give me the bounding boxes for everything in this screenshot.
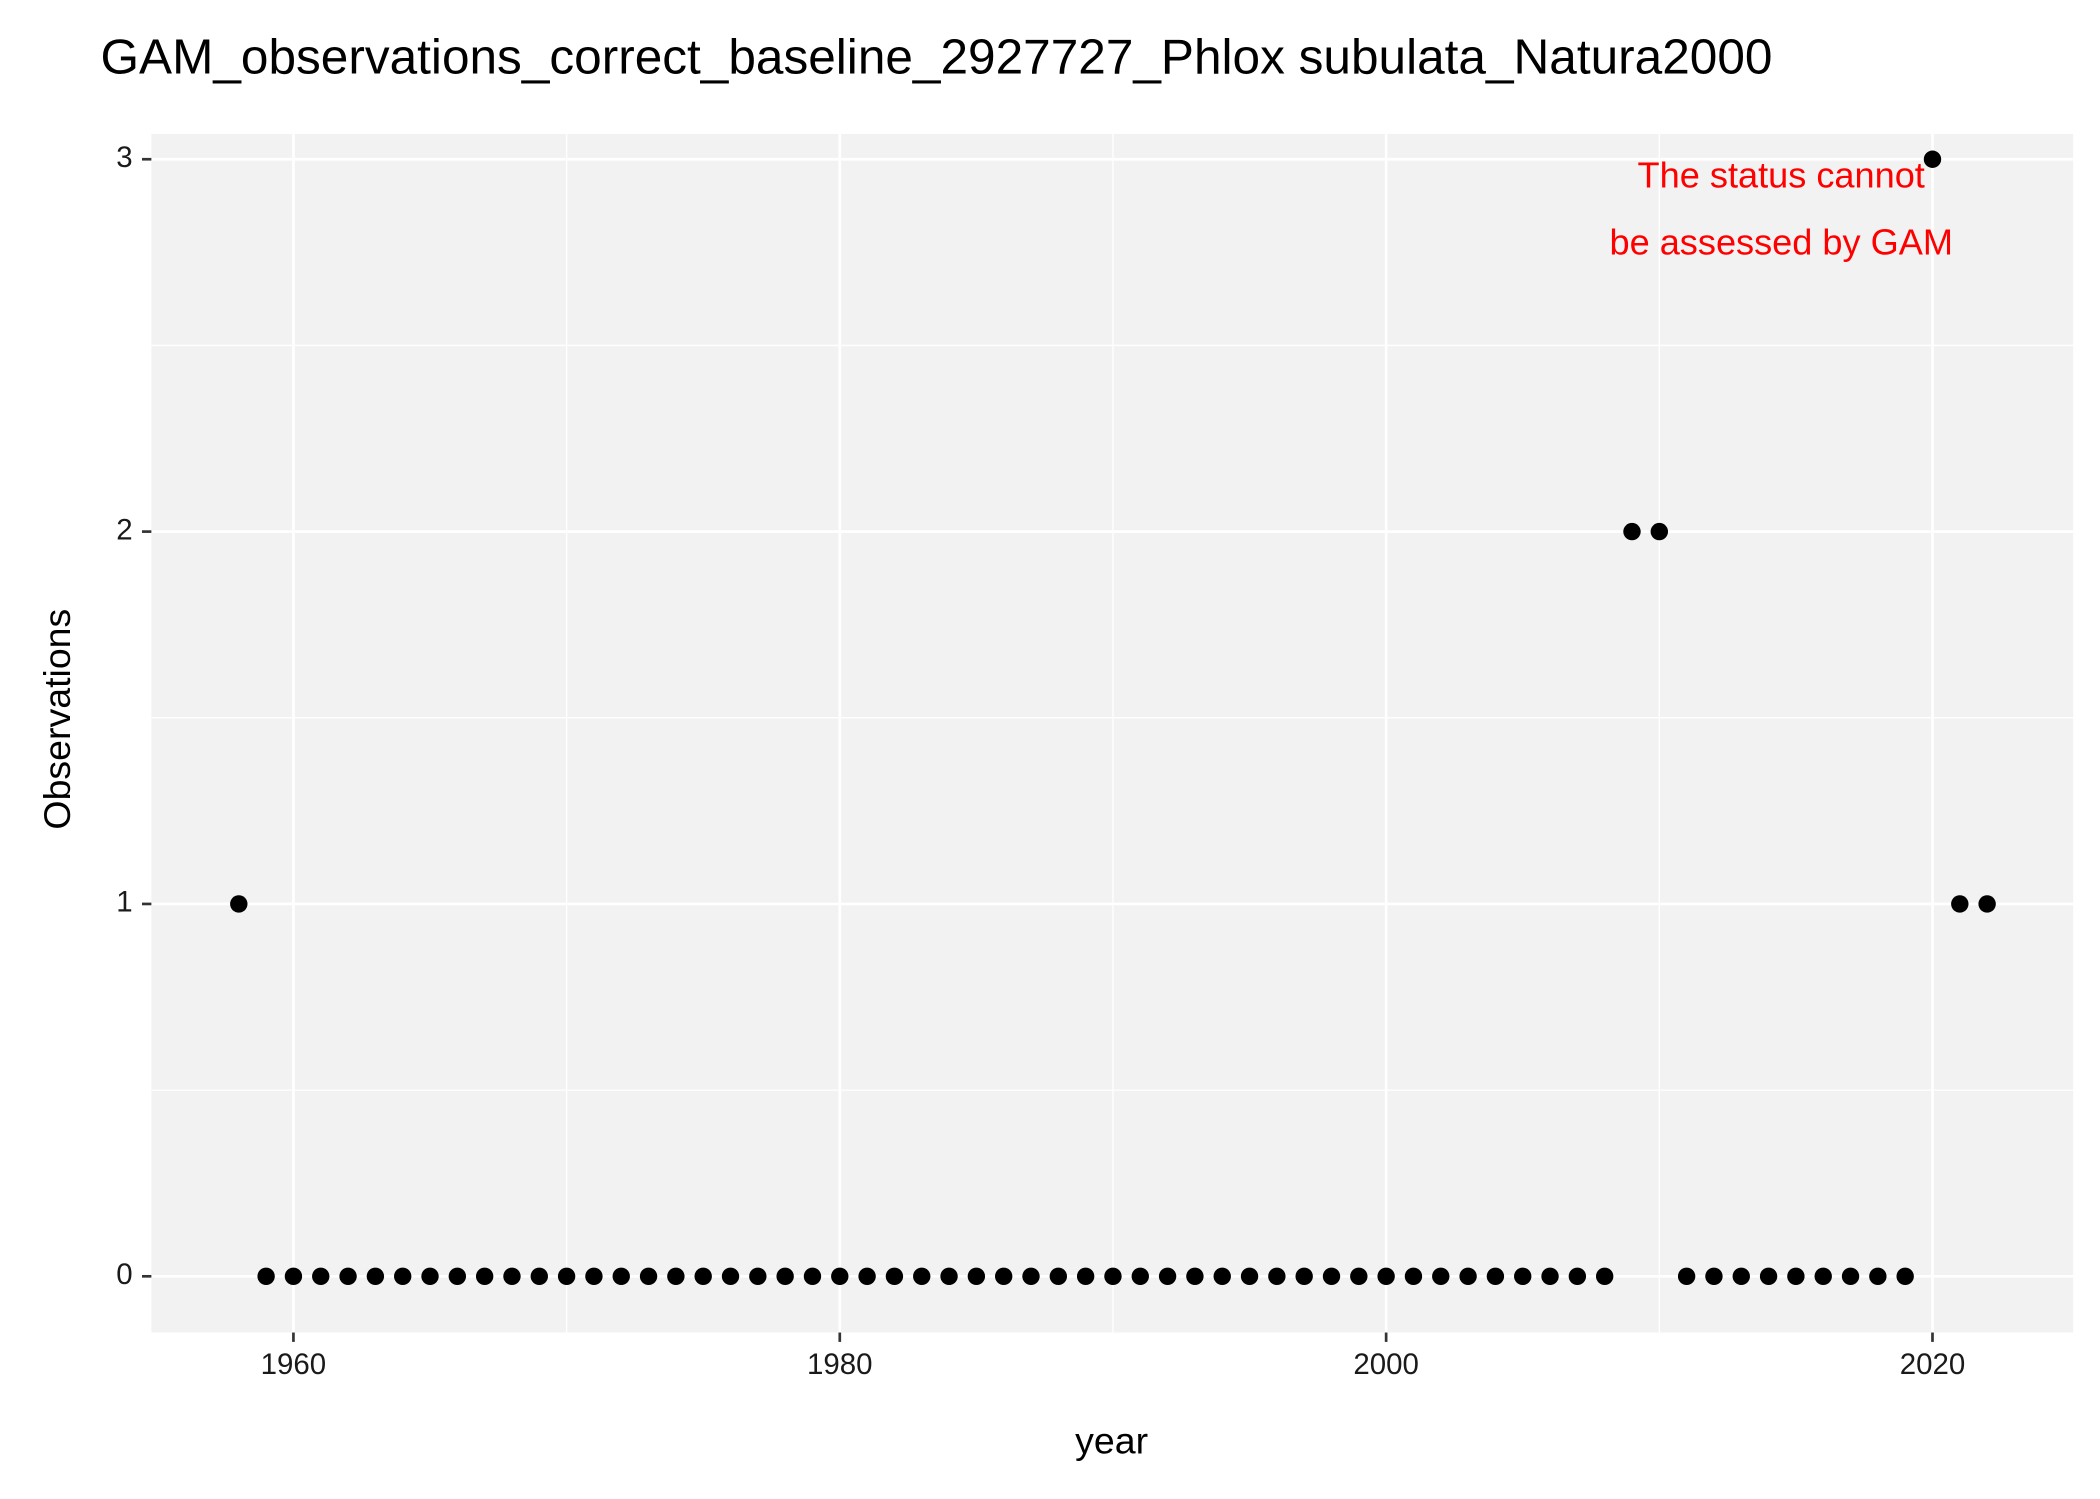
point bbox=[1923, 150, 1942, 168]
point bbox=[1869, 1267, 1887, 1286]
point bbox=[667, 1267, 685, 1286]
point bbox=[1732, 1267, 1750, 1286]
point bbox=[557, 1267, 576, 1286]
point bbox=[1650, 522, 1669, 541]
point bbox=[612, 1267, 630, 1286]
point bbox=[1104, 1267, 1122, 1286]
point bbox=[257, 1267, 275, 1286]
point bbox=[1568, 1267, 1587, 1286]
point bbox=[1595, 1267, 1614, 1286]
point bbox=[1514, 1267, 1532, 1286]
point bbox=[1759, 1267, 1778, 1286]
point bbox=[776, 1267, 794, 1286]
point bbox=[1049, 1267, 1068, 1286]
chart-title: GAM_observations_correct_baseline_292772… bbox=[100, 28, 1772, 84]
point bbox=[721, 1267, 740, 1286]
point bbox=[366, 1267, 385, 1286]
point bbox=[913, 1267, 931, 1286]
point bbox=[1295, 1267, 1313, 1286]
point bbox=[967, 1267, 986, 1286]
point bbox=[1240, 1267, 1259, 1286]
point bbox=[1814, 1267, 1832, 1286]
point bbox=[1541, 1267, 1559, 1286]
point bbox=[749, 1267, 767, 1286]
point bbox=[1213, 1267, 1231, 1286]
point bbox=[1951, 895, 1969, 913]
point bbox=[1158, 1267, 1177, 1286]
x-tick-label: 1980 bbox=[807, 1348, 873, 1381]
point bbox=[1486, 1267, 1505, 1286]
y-axis-label: Observations bbox=[36, 609, 78, 830]
point bbox=[1377, 1267, 1395, 1286]
point bbox=[312, 1267, 330, 1286]
y-tick-label: 2 bbox=[116, 513, 132, 546]
point bbox=[393, 1267, 412, 1286]
x-tick-label: 2020 bbox=[1900, 1348, 1966, 1381]
y-tick-label: 3 bbox=[116, 141, 132, 174]
annotation: The status cannot bbox=[1638, 155, 1925, 196]
point bbox=[421, 1267, 439, 1286]
point bbox=[831, 1267, 849, 1286]
point bbox=[994, 1267, 1013, 1286]
point bbox=[284, 1267, 303, 1286]
x-axis-label: year bbox=[1075, 1420, 1148, 1462]
point bbox=[1131, 1267, 1149, 1286]
point bbox=[803, 1267, 822, 1286]
point bbox=[1432, 1267, 1450, 1286]
point bbox=[1350, 1267, 1368, 1286]
point bbox=[1022, 1267, 1040, 1286]
x-tick-label: 1960 bbox=[261, 1348, 327, 1381]
x-tick-label: 2000 bbox=[1353, 1348, 1419, 1381]
annotation: be assessed by GAM bbox=[1609, 222, 1953, 263]
point bbox=[694, 1267, 712, 1286]
point bbox=[1787, 1267, 1805, 1286]
point bbox=[339, 1267, 357, 1286]
point bbox=[1076, 1267, 1095, 1286]
point bbox=[530, 1267, 548, 1286]
point bbox=[1705, 1267, 1723, 1286]
point bbox=[1268, 1267, 1286, 1286]
point bbox=[858, 1267, 876, 1286]
point bbox=[1404, 1267, 1423, 1286]
point bbox=[230, 895, 248, 913]
y-tick-label: 1 bbox=[116, 886, 132, 919]
point bbox=[1978, 895, 1996, 913]
point bbox=[448, 1267, 467, 1286]
point bbox=[1677, 1267, 1696, 1286]
point bbox=[885, 1267, 904, 1286]
point bbox=[1896, 1267, 1914, 1286]
point bbox=[475, 1267, 494, 1286]
point bbox=[1459, 1267, 1477, 1286]
point bbox=[639, 1267, 658, 1286]
point bbox=[1841, 1267, 1860, 1286]
point bbox=[503, 1267, 521, 1286]
panel bbox=[151, 133, 2074, 1333]
point bbox=[940, 1267, 958, 1286]
point bbox=[1623, 522, 1641, 541]
y-tick-label: 0 bbox=[116, 1258, 132, 1291]
point bbox=[1186, 1267, 1204, 1286]
point bbox=[1322, 1267, 1341, 1286]
point bbox=[585, 1267, 603, 1286]
